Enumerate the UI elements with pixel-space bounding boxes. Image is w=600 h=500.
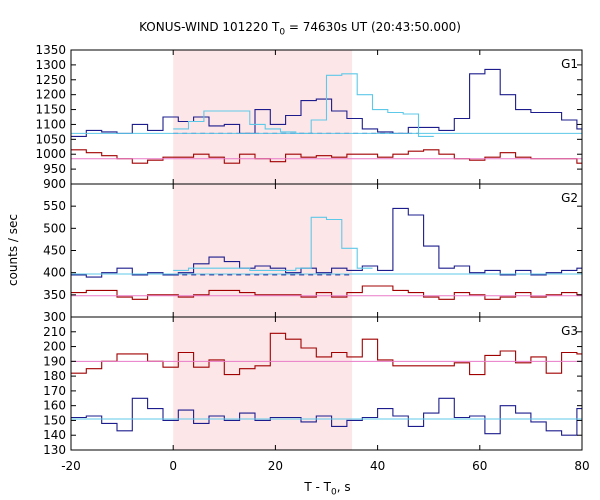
x-tick-label: 0 — [169, 459, 177, 473]
y-tick-label-G1: 1250 — [35, 73, 66, 87]
x-tick-label: 40 — [370, 459, 385, 473]
y-tick-label-G3: 160 — [43, 399, 66, 413]
panel-label-G1: G1 — [561, 57, 578, 71]
y-tick-label-G1: 1200 — [35, 88, 66, 102]
y-tick-label-G1: 1300 — [35, 58, 66, 72]
x-tick-label: 80 — [574, 459, 589, 473]
y-tick-label-G3: 200 — [43, 340, 66, 354]
y-tick-label-G3: 180 — [43, 369, 66, 383]
chart-title: KONUS-WIND 101220 T0 = 74630s UT (20:43:… — [0, 20, 600, 37]
y-tick-label-G1: 1050 — [35, 132, 66, 146]
panel-G3-sum-total — [71, 397, 582, 436]
panel-G3-secondary — [71, 332, 582, 376]
chart-title-sub: 0 — [279, 27, 286, 38]
y-tick-label-G2: 450 — [43, 244, 66, 258]
x-axis-label: T - T0, s — [0, 480, 600, 497]
y-tick-label-G2: 300 — [43, 310, 66, 324]
y-tick-label-G1: 1150 — [35, 103, 66, 117]
panel-G2-secondary — [71, 285, 582, 300]
y-tick-label-G1: 1350 — [35, 43, 66, 57]
y-tick-label-G2: 350 — [43, 288, 66, 302]
panel-G2-signal — [173, 216, 373, 271]
y-axis-label: counts / sec — [6, 213, 20, 287]
y-tick-label-G1: 900 — [43, 177, 66, 191]
chart-title-pre: KONUS-WIND 101220 T — [139, 20, 280, 34]
y-tick-label-G2: 550 — [43, 199, 66, 213]
y-tick-label-G3: 210 — [43, 325, 66, 339]
panel-label-G3: G3 — [561, 324, 578, 338]
x-axis-label-pre: T - T — [304, 480, 331, 494]
panel-G1-sum-total — [71, 68, 582, 137]
y-tick-label-G2: 500 — [43, 221, 66, 235]
x-tick-label: 60 — [472, 459, 487, 473]
x-tick-label: -20 — [61, 459, 81, 473]
y-tick-label-G2: 400 — [43, 266, 66, 280]
y-tick-label-G3: 190 — [43, 354, 66, 368]
panel-G1-secondary — [71, 149, 582, 164]
panel-frame-G3 — [70, 316, 583, 451]
chart-title-post: = 74630s UT (20:43:50.000) — [285, 20, 461, 34]
x-axis-label-post: , s — [336, 480, 351, 494]
y-tick-label-G3: 150 — [43, 413, 66, 427]
y-tick-label-G1: 950 — [43, 162, 66, 176]
y-tick-label-G3: 140 — [43, 428, 66, 442]
y-tick-label-G1: 1000 — [35, 147, 66, 161]
y-tick-label-G1: 1100 — [35, 117, 66, 131]
y-tick-label-G3: 170 — [43, 384, 66, 398]
panel-label-G2: G2 — [561, 191, 578, 205]
x-tick-label: 20 — [268, 459, 283, 473]
y-tick-label-G3: 130 — [43, 443, 66, 457]
panel-G1-signal — [173, 73, 434, 137]
x-axis-label-sub: 0 — [331, 487, 337, 498]
